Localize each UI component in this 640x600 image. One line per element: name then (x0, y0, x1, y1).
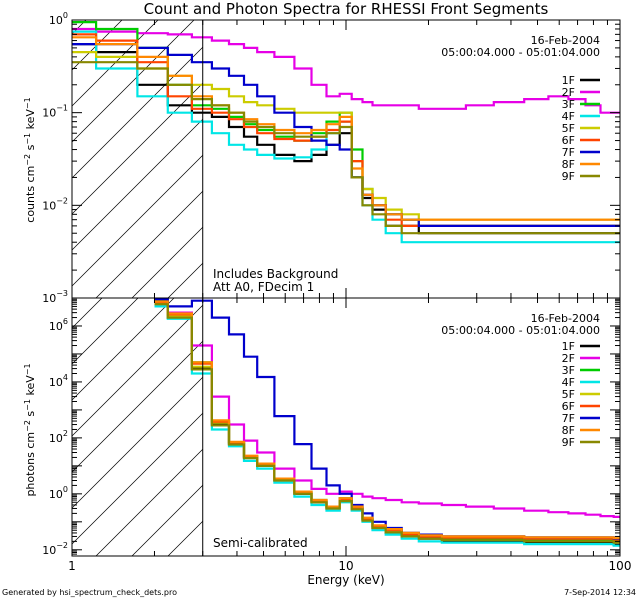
photons-date: 16-Feb-2004 (531, 312, 600, 325)
y-tick-label: 10−3 (42, 289, 68, 305)
legend-label-8F: 8F (562, 158, 575, 171)
photons-panel: 10−2 100 102 104 106 1 10 100 photons cm−2 s−1… (0, 297, 631, 587)
x-tick-labels: 1 10 100 (68, 559, 631, 573)
hatch-line (72, 82, 203, 215)
footer-date: 7-Sep-2014 12:34 (564, 588, 636, 597)
photons-series-2F (154, 301, 620, 518)
hatch-line (72, 154, 203, 287)
counts-y-axis-label: counts cm−2 s−1 keV−1 (23, 97, 37, 222)
hatch-line (72, 298, 103, 329)
hatch-line (0, 298, 66, 556)
counts-series-1F (72, 43, 620, 235)
hatch-line (72, 20, 123, 71)
hatch-line (72, 20, 195, 143)
counts-axis-ticks (71, 19, 620, 299)
legend-label-2F: 2F (562, 352, 575, 365)
hatch-line (131, 226, 203, 298)
y-tick-label: 104 (49, 373, 68, 389)
hatch-line (72, 304, 203, 437)
counts-series-6F (72, 33, 620, 227)
counts-date: 16-Feb-2004 (531, 34, 600, 47)
hatch-line (72, 298, 175, 401)
hatch-line (95, 190, 203, 298)
x-tick-label: 1 (68, 559, 76, 573)
y-tick-label: 102 (49, 429, 68, 445)
legend-label-5F: 5F (562, 388, 575, 401)
photons-series-group (154, 298, 620, 547)
counts-series-group (72, 21, 620, 244)
counts-series-2F (72, 27, 620, 114)
hatch-line (95, 448, 203, 556)
footer-generated: Generated by hsi_spectrum_check_dets.pro (2, 588, 177, 597)
legend-label-3F: 3F (562, 364, 575, 377)
y-tick-label: 106 (49, 317, 68, 333)
hatch-line (72, 20, 159, 107)
hatch-line (72, 298, 139, 365)
y-tick-label: 100 (49, 11, 68, 27)
annotation-attenuator: Att A0, FDecim 1 (213, 280, 314, 294)
legend-label-9F: 9F (562, 436, 575, 449)
chart-title: Count and Photon Spectra for RHESSI Fron… (144, 0, 549, 18)
legend-label-7F: 7F (562, 146, 575, 159)
y-tick-label: 100 (49, 485, 68, 501)
hatch-line (72, 118, 203, 251)
annotation-semi-calibrated: Semi-calibrated (213, 536, 308, 550)
x-axis-label: Energy (keV) (307, 573, 384, 587)
hatch-line (72, 46, 203, 179)
legend-label-3F: 3F (562, 98, 575, 111)
counts-series-5F (72, 51, 620, 221)
hatch-line (72, 376, 203, 509)
photons-series-8F (154, 300, 620, 540)
y-tick-label: 10−2 (42, 541, 68, 557)
legend-label-8F: 8F (562, 424, 575, 437)
photons-axis-ticks (71, 297, 620, 557)
hatch-line (131, 484, 203, 556)
hatch-line (167, 520, 203, 556)
counts-series-9F (72, 61, 620, 235)
x-tick-label: 10 (338, 559, 353, 573)
hatch-line (72, 412, 203, 545)
counts-time-range: 05:00:04.000 - 05:01:04.000 (441, 46, 600, 59)
legend-label-4F: 4F (562, 110, 575, 123)
hatch-line (72, 340, 203, 473)
attenuator-hatch (72, 20, 482, 298)
legend-label-9F: 9F (562, 170, 575, 183)
photons-time-range: 05:00:04.000 - 05:01:04.000 (441, 324, 600, 337)
counts-series-8F (72, 36, 620, 221)
legend-label-5F: 5F (562, 122, 575, 135)
photons-y-tick-labels: 10−2 100 102 104 106 (42, 317, 68, 557)
legend-label-6F: 6F (562, 400, 575, 413)
legend-label-1F: 1F (562, 340, 575, 353)
legend-label-4F: 4F (562, 376, 575, 389)
legend-label-6F: 6F (562, 134, 575, 147)
y-tick-label: 10−2 (42, 196, 68, 212)
hatch-line (204, 298, 462, 556)
counts-panel: 10−3 10−2 10−1 100 counts cm−2 s−1 keV−1 16… (23, 11, 621, 305)
counts-y-tick-labels: 10−3 10−2 10−1 100 (42, 11, 68, 305)
legend-label-7F: 7F (562, 412, 575, 425)
photons-series-9F (154, 303, 620, 544)
photons-y-axis-label: photons cm−2 s−1 keV−1 (23, 363, 37, 496)
legend-label-1F: 1F (562, 74, 575, 87)
annotation-background: Includes Background (213, 267, 338, 281)
legend-label-2F: 2F (562, 86, 575, 99)
y-tick-label: 10−1 (42, 104, 68, 120)
attenuator-hatch-lower (0, 298, 462, 556)
counts-series-7F (72, 43, 620, 227)
x-tick-label: 100 (609, 559, 632, 573)
hatch-line (204, 20, 482, 298)
